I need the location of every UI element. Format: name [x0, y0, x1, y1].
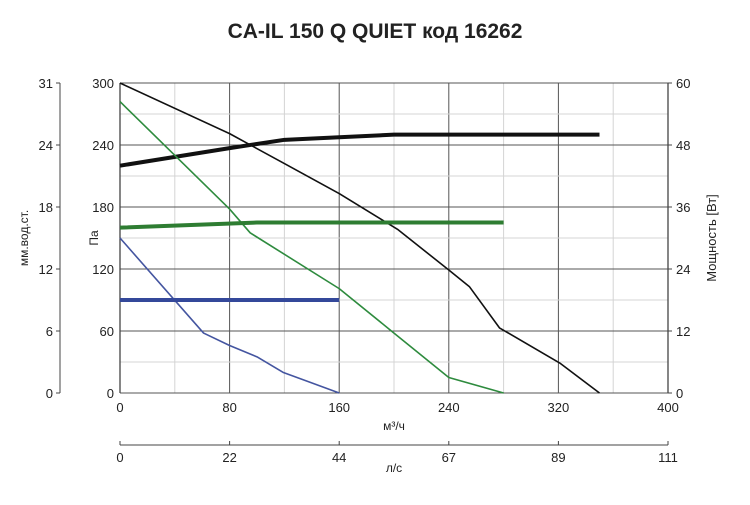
x2-axis-label: л/с	[386, 461, 402, 475]
pressure-curve-0	[119, 82, 600, 394]
pressure-curve-2	[119, 101, 504, 394]
x2-tick-label: 67	[442, 450, 456, 465]
y-right-axis-label: Мощность [Вт]	[704, 194, 719, 282]
y-left-tick-label: 180	[92, 200, 114, 215]
x2-tick-label: 111	[658, 450, 678, 465]
x2-tick-label: 22	[222, 450, 236, 465]
y-outer-tick-label: 0	[46, 386, 53, 401]
y-right-tick-label: 12	[676, 324, 690, 339]
x-tick-label: 400	[657, 400, 679, 415]
y-left-tick-label: 120	[92, 262, 114, 277]
y-left-tick-label: 300	[92, 76, 114, 91]
x-tick-label: 320	[548, 400, 570, 415]
y-right-tick-label: 48	[676, 138, 690, 153]
power-curve-1	[119, 132, 600, 168]
x-tick-label: 240	[438, 400, 460, 415]
x-axis-label: м³/ч	[383, 419, 405, 433]
y-outer-tick-label: 31	[39, 76, 53, 91]
y-outer-axis-label: мм.вод.ст.	[17, 210, 31, 266]
x2-tick-label: 0	[116, 450, 123, 465]
x2-tick-label: 89	[551, 450, 565, 465]
y-right-tick-label: 60	[676, 76, 690, 91]
y-right-tick-label: 24	[676, 262, 690, 277]
y-outer-tick-label: 18	[39, 200, 53, 215]
y-outer-tick-label: 24	[39, 138, 53, 153]
y-right-tick-label: 0	[676, 386, 683, 401]
power-curve-3	[119, 220, 504, 230]
y-left-axis-label: Па	[87, 230, 101, 246]
x-tick-label: 160	[328, 400, 350, 415]
y-right-tick-label: 36	[676, 200, 690, 215]
y-outer-tick-label: 12	[39, 262, 53, 277]
x2-tick-label: 44	[332, 450, 346, 465]
x-tick-label: 0	[116, 400, 123, 415]
pressure-curve-4	[119, 237, 340, 394]
x-tick-label: 80	[222, 400, 236, 415]
y-left-tick-label: 0	[107, 386, 114, 401]
y-outer-tick-label: 6	[46, 324, 53, 339]
y-left-tick-label: 240	[92, 138, 114, 153]
y-left-tick-label: 60	[100, 324, 114, 339]
chart-title: CA-IL 150 Q QUIET код 16262	[228, 20, 523, 43]
